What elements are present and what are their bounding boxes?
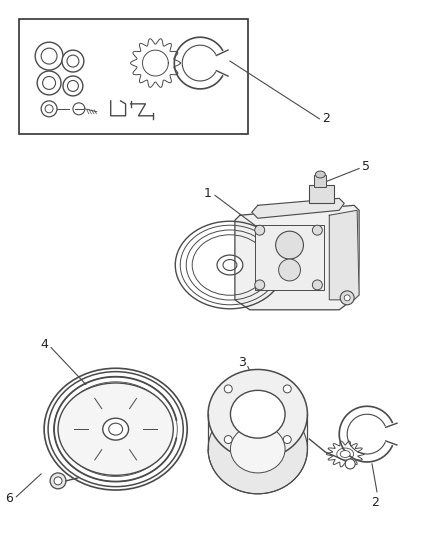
Circle shape bbox=[345, 459, 355, 469]
Bar bbox=[255, 225, 324, 290]
Text: 5: 5 bbox=[362, 160, 370, 173]
Text: 4: 4 bbox=[40, 338, 48, 351]
Circle shape bbox=[35, 42, 63, 70]
Circle shape bbox=[224, 435, 232, 443]
Ellipse shape bbox=[217, 255, 243, 275]
Circle shape bbox=[41, 48, 57, 64]
Ellipse shape bbox=[208, 369, 307, 459]
Text: 2: 2 bbox=[322, 112, 330, 125]
Ellipse shape bbox=[340, 450, 350, 457]
Ellipse shape bbox=[208, 404, 307, 494]
Ellipse shape bbox=[230, 425, 285, 473]
Circle shape bbox=[224, 385, 232, 393]
Polygon shape bbox=[252, 198, 344, 218]
Bar bbox=[314, 175, 326, 188]
Circle shape bbox=[255, 280, 265, 290]
Circle shape bbox=[312, 280, 322, 290]
Circle shape bbox=[73, 103, 85, 115]
Circle shape bbox=[312, 225, 322, 235]
Circle shape bbox=[340, 291, 354, 305]
Circle shape bbox=[62, 50, 84, 72]
Circle shape bbox=[67, 80, 78, 92]
Circle shape bbox=[279, 259, 300, 281]
Circle shape bbox=[37, 71, 61, 95]
Ellipse shape bbox=[230, 390, 285, 438]
Bar bbox=[19, 19, 248, 134]
Ellipse shape bbox=[315, 171, 325, 178]
Circle shape bbox=[283, 385, 291, 393]
Circle shape bbox=[54, 477, 62, 485]
Circle shape bbox=[63, 76, 83, 96]
Ellipse shape bbox=[44, 368, 187, 490]
Ellipse shape bbox=[109, 423, 123, 435]
Polygon shape bbox=[235, 205, 359, 310]
Text: 1: 1 bbox=[204, 187, 212, 200]
Text: 6: 6 bbox=[5, 492, 13, 505]
Circle shape bbox=[67, 55, 79, 67]
Ellipse shape bbox=[223, 260, 237, 270]
Ellipse shape bbox=[58, 383, 173, 475]
Ellipse shape bbox=[103, 418, 129, 440]
Circle shape bbox=[255, 225, 265, 235]
Circle shape bbox=[50, 473, 66, 489]
Bar bbox=[309, 185, 334, 203]
Circle shape bbox=[276, 231, 304, 259]
Circle shape bbox=[344, 295, 350, 301]
Circle shape bbox=[42, 77, 56, 90]
Circle shape bbox=[45, 105, 53, 113]
Circle shape bbox=[283, 435, 291, 443]
Text: 2: 2 bbox=[371, 496, 379, 509]
Circle shape bbox=[41, 101, 57, 117]
Polygon shape bbox=[329, 211, 359, 300]
Text: 3: 3 bbox=[238, 356, 246, 369]
